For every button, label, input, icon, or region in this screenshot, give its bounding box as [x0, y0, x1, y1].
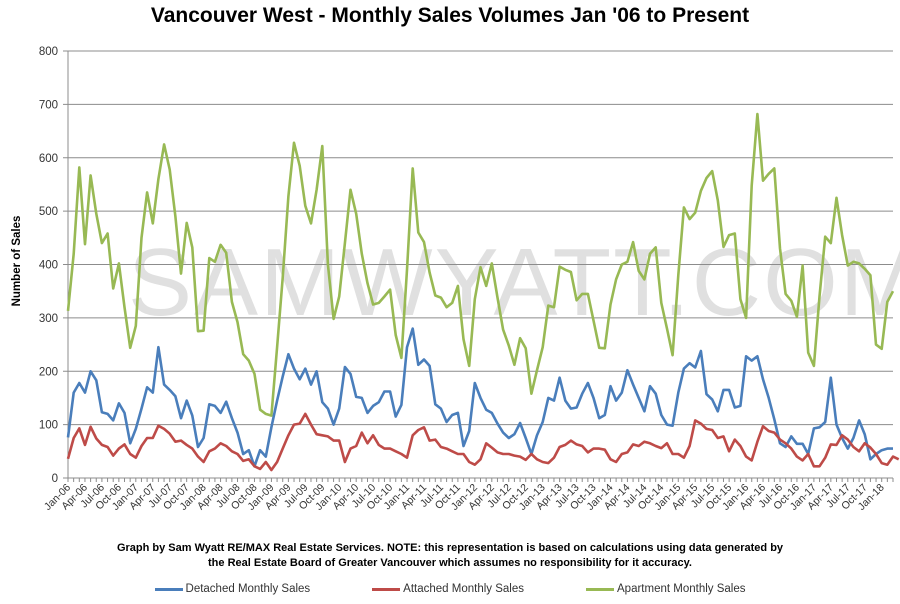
chart-title: Vancouver West - Monthly Sales Volumes J… — [150, 4, 750, 27]
legend-item-apartment-monthly-sales: Apartment Monthly Sales — [586, 583, 745, 595]
legend: Detached Monthly Sales Attached Monthly S… — [0, 583, 900, 595]
y-tick-label: 700 — [39, 99, 58, 111]
series-line-detached-monthly-sales — [66, 327, 893, 468]
y-tick-label: 800 — [39, 46, 58, 58]
legend-swatch — [586, 587, 614, 591]
gridlines — [68, 50, 893, 426]
y-tick-label: 200 — [39, 366, 58, 378]
legend-swatch — [372, 587, 401, 591]
legend-label: Attached Monthly Sales — [403, 583, 524, 595]
y-tick-label: 500 — [39, 206, 58, 218]
legend-label: Detached Monthly Sales — [185, 583, 311, 595]
legend-label: Apartment Monthly Sales — [617, 583, 746, 595]
footnote-line-1: Graph by Sam Wyatt RE/MAX Real Estate Se… — [116, 542, 784, 554]
y-axis-ticks: 0 100 200 300 400 500 600 700 800 — [39, 46, 68, 485]
y-tick-label: 300 — [39, 313, 58, 325]
y-tick-label: 400 — [39, 260, 58, 272]
legend-item-detached-monthly-sales: Detached Monthly Sales — [154, 583, 311, 595]
footnote-line-2: the Real Estate Board of Greater Vancouv… — [208, 557, 692, 569]
series-line-attached-monthly-sales — [66, 412, 900, 472]
y-tick-label: 100 — [39, 420, 58, 432]
series-group — [66, 112, 900, 472]
legend-item-attached-monthly-sales: Attached Monthly Sales — [372, 583, 524, 595]
y-tick-label: 0 — [52, 473, 58, 485]
footnote: Graph by Sam Wyatt RE/MAX Real Estate Se… — [0, 541, 900, 571]
legend-swatch — [154, 587, 183, 591]
y-tick-label: 600 — [39, 153, 58, 165]
